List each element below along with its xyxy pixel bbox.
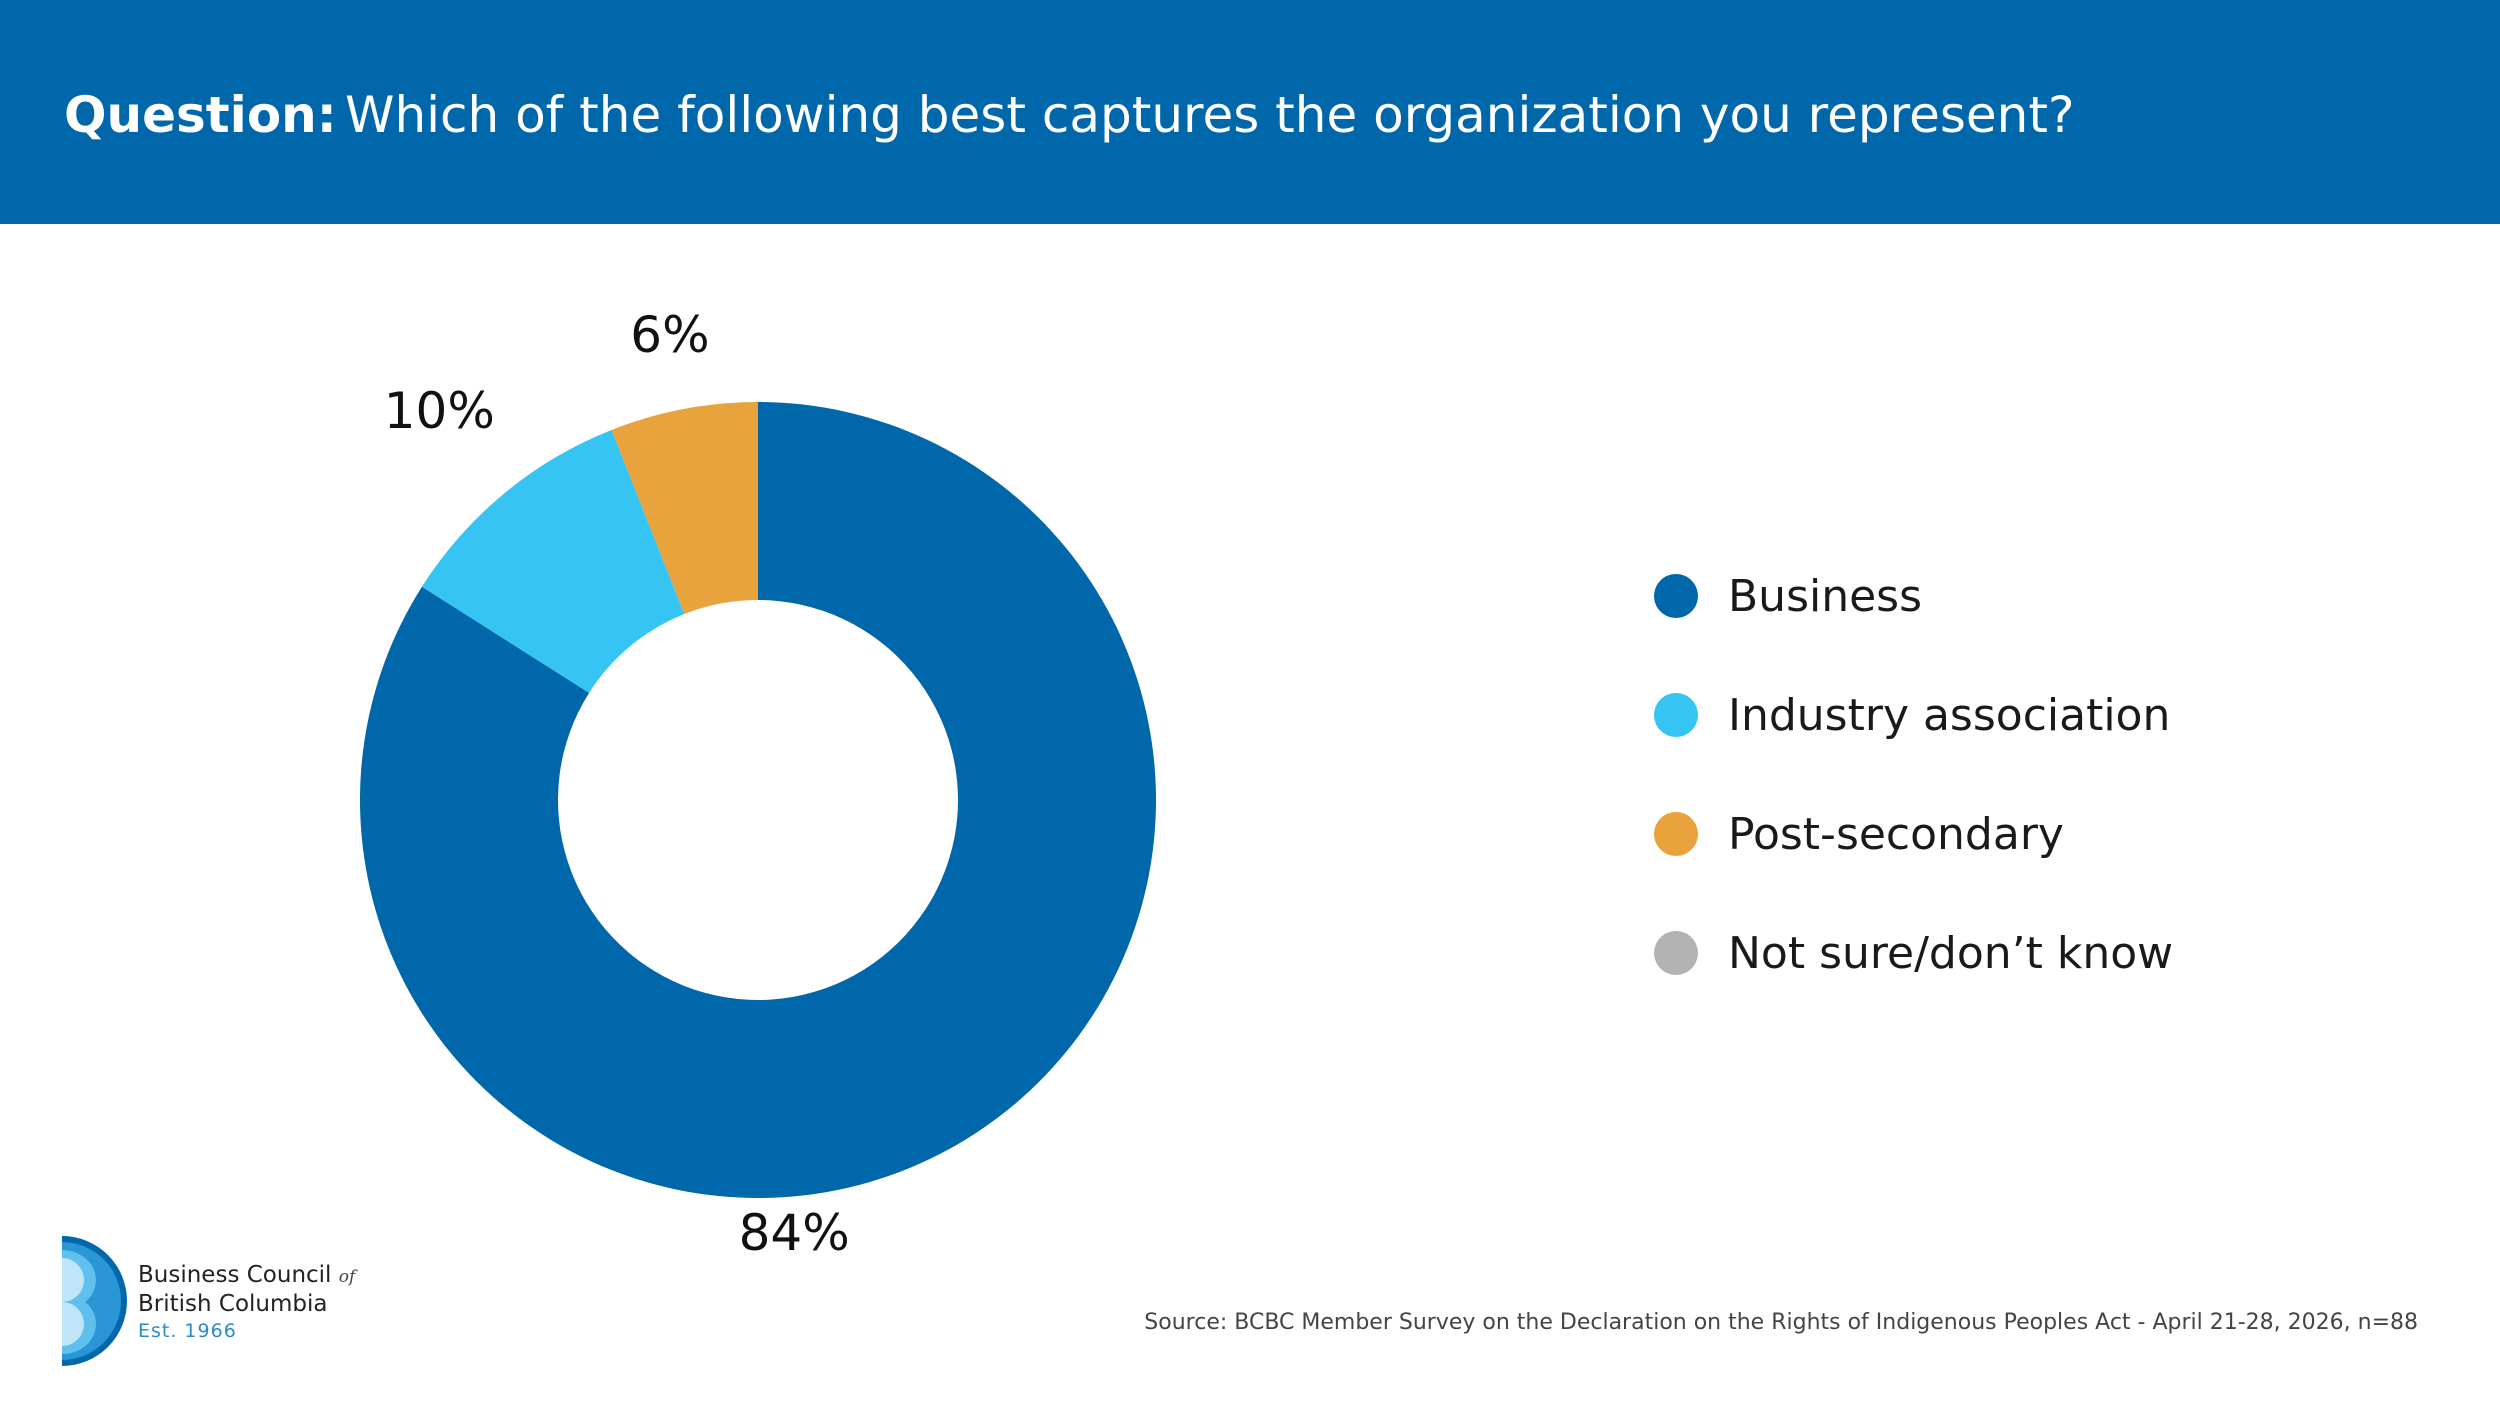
legend-label: Industry association	[1728, 689, 2171, 741]
chart-legend: Business Industry association Post-seconda…	[1654, 566, 2173, 1042]
legend-swatch-icon	[1654, 812, 1698, 856]
logo-line1: Business Council	[138, 1262, 332, 1288]
header-bar: Question: Which of the following best ca…	[0, 0, 2500, 224]
logo-line2: British Columbia	[138, 1291, 328, 1317]
data-label-post-secondary: 6%	[630, 306, 709, 364]
legend-swatch-icon	[1654, 693, 1698, 737]
question-text: Which of the following best captures the…	[345, 86, 2075, 144]
slice-industry-association	[421, 429, 685, 693]
question-label: Question:	[64, 86, 337, 144]
logo-text: Business Council of British Columbia Est…	[138, 1262, 355, 1345]
legend-label: Post-secondary	[1728, 808, 2064, 860]
data-label-industry-association: 10%	[384, 382, 495, 440]
bcbc-logo-icon	[62, 1236, 127, 1366]
legend-swatch-icon	[1654, 931, 1698, 975]
legend-label: Not sure/don’t know	[1728, 927, 2174, 979]
slice-post-secondary	[611, 402, 758, 615]
legend-item-post-secondary: Post-secondary	[1654, 804, 2173, 864]
slice-business	[360, 402, 1156, 1198]
logo-of: of	[338, 1267, 356, 1287]
legend-swatch-icon	[1654, 574, 1698, 618]
data-label-business: 84%	[739, 1204, 850, 1262]
legend-label: Business	[1728, 570, 1923, 622]
legend-item-industry-association: Industry association	[1654, 685, 2173, 745]
legend-item-not-sure-don-t-know: Not sure/don’t know	[1654, 923, 2173, 983]
legend-item-business: Business	[1654, 566, 2173, 626]
logo-est: Est. 1966	[138, 1320, 237, 1342]
source-note: Source: BCBC Member Survey on the Declar…	[1144, 1310, 2418, 1335]
